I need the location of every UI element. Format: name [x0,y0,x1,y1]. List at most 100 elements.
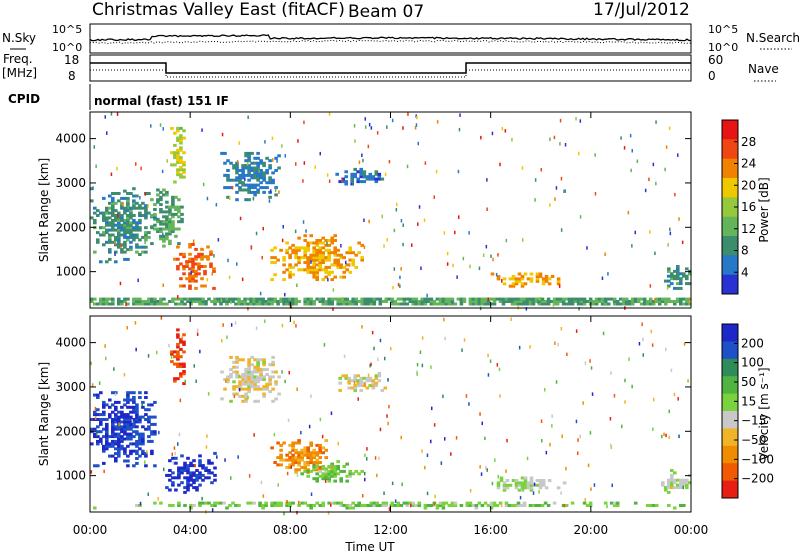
scatter-cell [384,501,389,505]
scatter-cell [250,176,254,180]
scatter-cell [135,420,139,424]
scatter-speckle [139,196,141,200]
scatter-cell [183,461,187,465]
scatter-cell [176,328,180,332]
scatter-cell [156,300,160,303]
scatter-speckle [239,216,242,221]
scatter-cell [594,302,599,306]
scatter-cell [528,504,533,507]
scatter-speckle [362,494,364,498]
scatter-cell [502,277,507,281]
scatter-cell [203,269,207,273]
scatter-cell [192,486,196,490]
scatter-speckle [560,327,563,331]
scatter-cell [309,234,313,238]
scatter-cell [534,300,539,303]
scatter-cell [111,192,115,195]
scatter-cell [144,216,148,220]
scatter-cell [219,501,223,505]
scatter-cell [111,240,115,244]
scatter-cell [138,418,142,421]
scatter-cell [129,226,133,230]
scatter-cell [321,297,325,301]
scatter-cell [540,297,545,301]
scatter-speckle [560,176,563,181]
scatter-cell [540,504,545,507]
scatter-cell [348,258,352,262]
scatter-speckle [284,379,286,384]
scatter-cell [244,399,248,403]
scatter-cell [207,297,211,301]
scatter-cell [132,449,136,453]
scatter-cell [144,226,148,230]
scatter-cell [651,302,656,306]
scatter-cell [241,382,245,386]
scatter-cell [144,231,148,235]
scatter-cell [661,481,665,485]
scatter-cell [253,190,257,194]
scatter-cell [120,204,124,208]
scatter-cell [261,297,265,301]
scatter-cell [350,175,354,179]
scatter-cell [450,297,455,301]
scatter-cell [188,252,192,256]
scatter-cell [179,365,183,368]
scatter-cell [268,375,272,379]
scatter-cell [550,275,555,278]
scatter-cell [259,181,263,185]
scatter-speckle [468,231,470,235]
scatter-cell [99,391,103,395]
scatter-cell [465,501,470,505]
scatter-cell [162,227,166,231]
scatter-speckle [424,161,427,165]
scatter-cell [345,474,349,478]
scatter-cell [182,365,186,368]
scatter-cell [513,300,518,303]
scatter-cell [441,300,446,303]
scatter-speckle [122,218,125,223]
scatter-speckle [141,402,143,407]
scatter-cell [288,456,292,460]
scatter-cell [179,156,183,160]
scatter-cell [96,396,100,399]
scatter-cell [265,186,269,190]
scatter-cell [300,456,304,460]
scatter-cell [420,302,425,306]
scatter-cell [144,418,148,421]
scatter-cell [126,398,130,402]
scatter-cell [318,263,322,267]
scatter-cell [441,501,446,505]
scatter-cell [111,444,115,448]
scatter-cell [207,476,211,480]
scatter-cell [390,501,395,505]
scatter-cell [126,238,130,242]
scatter-cell [511,479,516,482]
scatter-cell [123,206,127,210]
scatter-cell [369,302,374,306]
scatter-speckle [669,231,672,236]
scatter-speckle [560,228,563,232]
scatter-cell [222,297,226,301]
scatter-cell [256,368,260,372]
scatter-cell [609,297,614,301]
scatter-speckle [479,465,481,469]
scatter-cell [117,447,121,451]
scatter-cell [210,461,214,465]
scatter-cell [348,506,352,510]
scatter-cell [111,454,115,458]
scatter-cell [114,235,118,239]
scatter-speckle [230,476,232,480]
scatter-cell [375,297,380,301]
scatter-cell [612,501,617,505]
scatter-cell [342,300,346,303]
scatter-cell [102,211,106,215]
scatter-cell [117,400,121,404]
scatter-cell [111,418,115,421]
scatter-cell [90,216,94,220]
scatter-cell [342,256,346,260]
scatter-cell [468,297,473,301]
scatter-cell [405,501,410,505]
scatter-speckle [276,159,278,163]
scatter-cell [306,504,310,507]
